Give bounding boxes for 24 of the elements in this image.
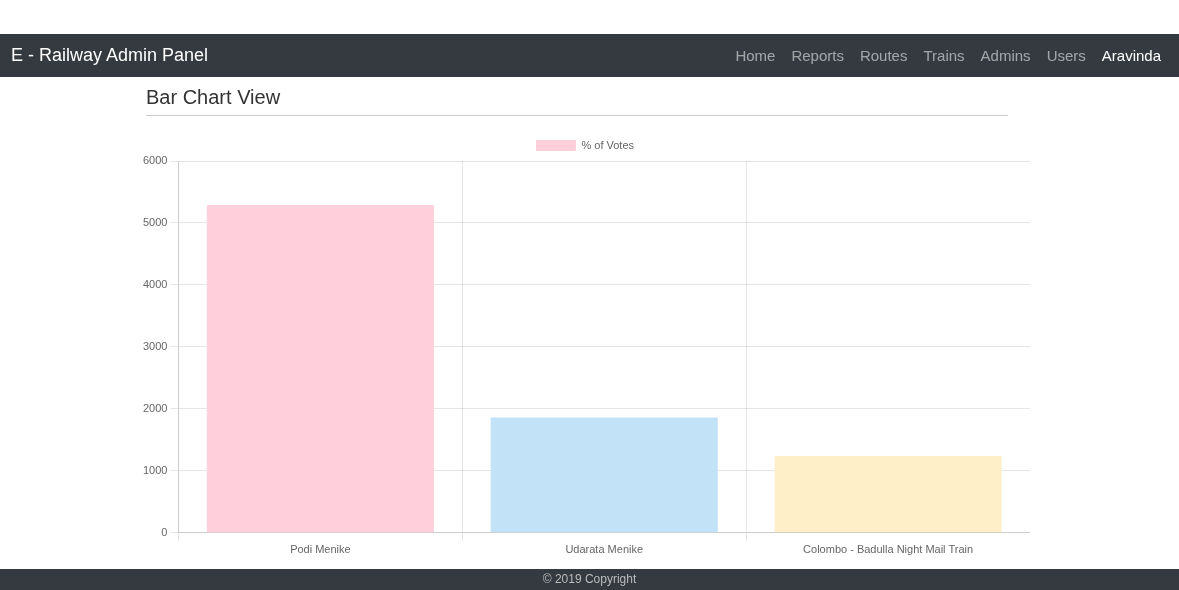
text: Users: [1046, 47, 1086, 64]
x-tick-label: Colombo - Badulla Night Mail Train: [803, 543, 974, 556]
bar: [490, 417, 718, 533]
text: Aravinda: [1101, 47, 1161, 64]
text: Trains: [923, 47, 965, 64]
chart-title: Bar Chart View: [146, 86, 1008, 116]
text: Home: [735, 47, 776, 64]
text: Admins: [980, 47, 1031, 64]
bar: [206, 205, 434, 533]
y-tick-label: 4000: [142, 277, 168, 290]
y-tick-label: 1000: [142, 463, 168, 476]
y-tick-label: 3000: [142, 339, 168, 352]
y-tick-label: 2000: [142, 401, 168, 414]
text: E - Railway Admin Panel: [11, 45, 209, 66]
y-tick-label: 5000: [142, 216, 168, 228]
bar: [774, 455, 1002, 533]
text: Routes: [859, 47, 908, 64]
y-tick-label: 0: [161, 525, 168, 538]
text: Reports: [791, 47, 844, 64]
x-tick-label: Podi Menike: [290, 543, 351, 556]
legend-label: % of Votes: [581, 138, 635, 151]
text: © 2019 Copyright: [0, 569, 1179, 590]
y-tick-label: 6000: [142, 154, 168, 167]
x-tick-label: Udarata Menike: [565, 543, 644, 556]
